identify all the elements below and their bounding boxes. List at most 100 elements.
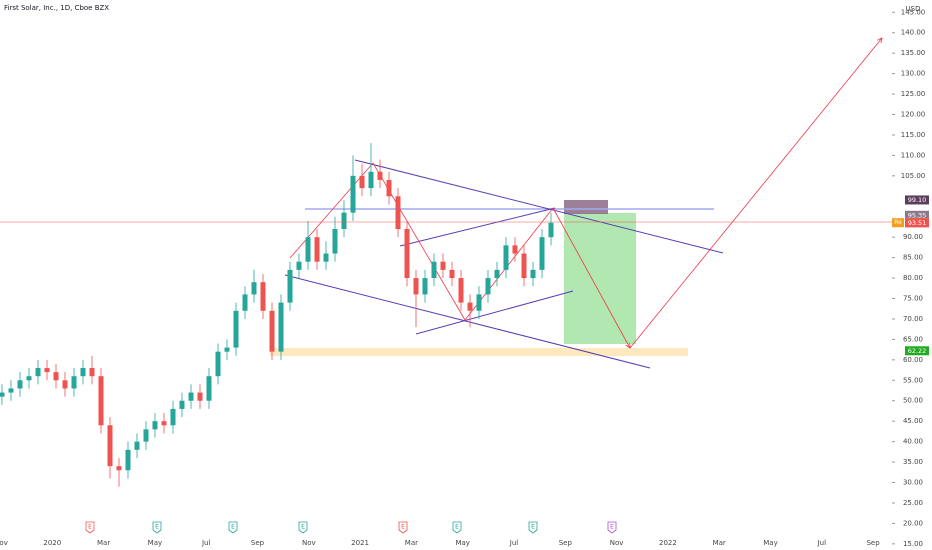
earnings-marker: [85, 521, 95, 534]
x-tick-label: May: [455, 539, 469, 547]
earnings-label: E: [531, 524, 535, 531]
price-badge-label: 93.51: [908, 219, 927, 227]
candle-body: [260, 282, 266, 311]
candle-body: [521, 253, 527, 279]
y-tick-label: 25.00: [903, 499, 923, 507]
candle-body: [548, 222, 554, 238]
y-tick-label: 65.00: [903, 335, 923, 343]
target-zone: [564, 213, 636, 344]
candle-body: [251, 282, 257, 295]
earnings-label: E: [610, 524, 614, 531]
earnings-label: E: [455, 524, 459, 531]
earnings-marker: [228, 521, 238, 534]
y-tick-label: 60.00: [903, 356, 923, 364]
candle-body: [0, 392, 5, 397]
x-tick-label: Jul: [201, 539, 211, 547]
y-tick-label: 30.00: [903, 479, 923, 487]
earnings-marker: [298, 521, 308, 534]
candle-body: [161, 421, 167, 426]
y-tick-label: 135.00: [901, 49, 926, 57]
candle-body: [71, 376, 77, 389]
x-tick-label: Jul: [817, 539, 827, 547]
earnings-marker: [398, 521, 408, 534]
earnings-marker: [528, 521, 538, 534]
candle-body: [377, 171, 383, 180]
y-tick-label: 50.00: [903, 397, 923, 405]
price-badge: [905, 195, 929, 205]
candle-body: [530, 269, 536, 279]
candles: [0, 143, 554, 487]
candle-body: [89, 368, 95, 377]
earnings-marker: [607, 521, 617, 534]
drawings: [270, 38, 882, 369]
projection-down: [552, 207, 630, 348]
y-tick-label: 110.00: [901, 151, 926, 159]
channel-upper: [354, 159, 724, 254]
candle-body: [152, 421, 158, 430]
y-tick-label: 70.00: [903, 315, 923, 323]
wave-path: [289, 162, 554, 321]
candle-body: [278, 302, 284, 352]
candle-body: [386, 179, 392, 197]
candle-body: [368, 171, 374, 189]
candle-body: [395, 196, 401, 229]
candle-body: [134, 441, 140, 450]
price-axis: [892, 0, 932, 550]
x-tick-label: Sep: [866, 539, 880, 547]
x-tick-label: Nov: [0, 539, 8, 547]
candle-body: [188, 392, 194, 401]
y-tick-label: 55.00: [903, 376, 923, 384]
x-tick-label: May: [148, 539, 162, 547]
candle-body: [233, 310, 239, 348]
candle-body: [17, 380, 23, 389]
candle-body: [332, 228, 338, 254]
candle-body: [359, 175, 365, 189]
earnings-marker: [452, 521, 462, 534]
axes: 15.00 20.00 25.00 30.00 35.00 40.00 45.00 50.00…: [0, 8, 929, 548]
earnings-label: E: [401, 524, 405, 531]
y-tick-label: 35.00: [903, 458, 923, 466]
candle-body: [26, 376, 32, 381]
y-tick-label: 80.00: [903, 274, 923, 282]
earnings-label: E: [301, 524, 305, 531]
candle-body: [224, 347, 230, 352]
stop-zone: [564, 200, 608, 214]
projection-up: [629, 38, 882, 349]
y-tick-label: 120.00: [901, 110, 926, 118]
candle-body: [512, 245, 518, 254]
candle-body: [62, 380, 68, 389]
chart-title: First Solar, Inc., 1D, Cboe BZX: [4, 4, 109, 12]
candle-body: [467, 302, 473, 311]
price-badge-label: 99.10: [908, 196, 927, 204]
price-badge: [905, 218, 929, 228]
candle-body: [485, 278, 491, 295]
inner-lower: [415, 290, 574, 335]
candle-body: [107, 425, 113, 467]
y-tick-label: 45.00: [903, 417, 923, 425]
x-tick-label: Mar: [713, 539, 726, 547]
candle-body: [215, 351, 221, 377]
earnings-label: E: [88, 524, 92, 531]
x-tick-label: 2020: [43, 539, 61, 547]
candle-body: [125, 449, 131, 471]
price-badge-label: 95.35: [908, 211, 927, 219]
candle-body: [449, 269, 455, 279]
earnings-label: E: [155, 524, 159, 531]
price-badge-prefix: Re: [894, 219, 902, 226]
earnings-marker: [152, 521, 162, 534]
currency: USD: [906, 5, 921, 13]
candle-body: [431, 261, 437, 279]
price-badge-label: 62.22: [908, 347, 927, 355]
candle-body: [35, 368, 41, 377]
y-tick-label: 75.00: [903, 295, 923, 303]
candle-body: [314, 237, 320, 262]
candle-body: [413, 278, 419, 295]
candle-body: [287, 269, 293, 303]
candle-body: [242, 294, 248, 311]
y-tick-label: 130.00: [901, 70, 926, 78]
x-tick-label: Nov: [302, 539, 316, 547]
candle-body: [539, 237, 545, 270]
channel-lower: [284, 274, 651, 369]
x-tick-label: Jul: [509, 539, 519, 547]
y-tick-label: 40.00: [903, 438, 923, 446]
